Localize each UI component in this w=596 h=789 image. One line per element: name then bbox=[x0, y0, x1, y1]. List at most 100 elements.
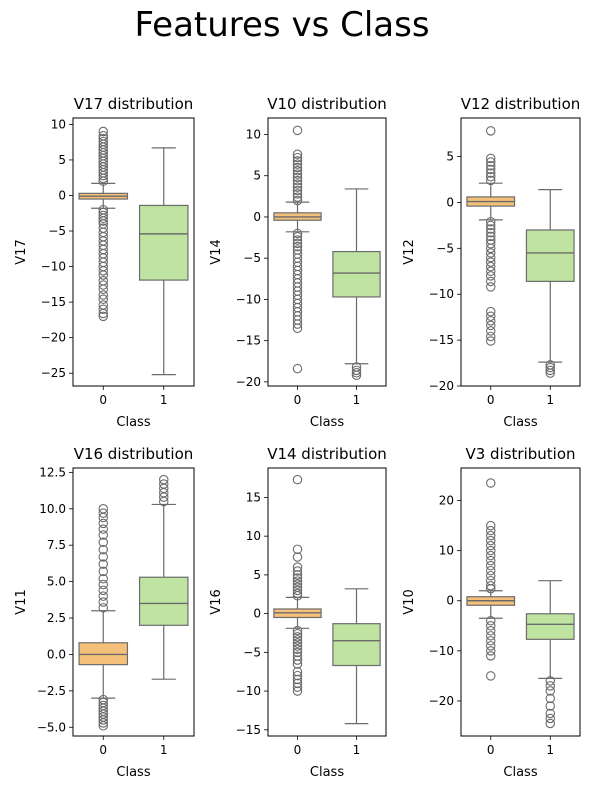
outlier-point bbox=[98, 524, 109, 534]
outlier-point bbox=[292, 686, 303, 696]
y-tick-label: 0.0 bbox=[47, 647, 66, 661]
outlier-point bbox=[292, 682, 303, 692]
outlier-point bbox=[98, 552, 109, 562]
outlier-point bbox=[98, 176, 109, 187]
outlier-point bbox=[485, 220, 496, 231]
outlier-point bbox=[98, 266, 109, 276]
outlier-point bbox=[98, 173, 109, 184]
y-tick-label: 12.5 bbox=[39, 465, 66, 479]
outlier-point bbox=[292, 363, 303, 374]
outlier-point bbox=[485, 126, 496, 136]
outlier-point bbox=[545, 701, 555, 711]
outlier-point bbox=[351, 365, 362, 376]
outlier-point bbox=[98, 290, 109, 300]
outlier-point bbox=[485, 171, 496, 182]
x-tick-label: 0 bbox=[294, 393, 302, 407]
outlier-point bbox=[485, 525, 496, 536]
y-tick-label: 10 bbox=[439, 544, 454, 558]
outlier-point bbox=[485, 565, 496, 576]
outlier-point bbox=[292, 149, 303, 160]
y-tick-label: −20 bbox=[41, 331, 66, 345]
y-tick-label: −5 bbox=[243, 645, 261, 659]
y-tick-label: −15 bbox=[41, 295, 66, 309]
y-tick-label: 7.5 bbox=[47, 538, 66, 552]
outlier-point bbox=[485, 646, 496, 656]
outlier-point bbox=[485, 320, 496, 331]
outlier-point bbox=[98, 579, 109, 590]
outlier-point bbox=[292, 552, 303, 562]
outlier-point bbox=[485, 257, 496, 267]
outlier-point bbox=[159, 479, 169, 489]
outlier-point bbox=[292, 674, 303, 685]
outlier-point bbox=[98, 216, 109, 226]
box-class-1 bbox=[525, 613, 575, 640]
outlier-point bbox=[485, 261, 496, 272]
outlier-point bbox=[292, 182, 303, 193]
outlier-point bbox=[292, 659, 303, 669]
outlier-point bbox=[98, 597, 109, 607]
outlier-point bbox=[485, 651, 496, 661]
y-tick-label: 10.0 bbox=[39, 502, 66, 516]
outlier-point bbox=[485, 168, 496, 178]
outlier-point bbox=[292, 175, 303, 186]
y-tick-label: −15 bbox=[429, 333, 454, 347]
y-axis-label: V17 bbox=[14, 239, 29, 264]
panel-6: V3 distribution 20 10 0 −10 −20 0 1 Class V10 bbox=[402, 445, 581, 780]
outlier-point bbox=[98, 304, 109, 314]
outlier-point bbox=[292, 231, 303, 242]
outlier-point bbox=[98, 721, 109, 731]
outlier-point bbox=[292, 666, 303, 677]
outlier-point bbox=[98, 544, 109, 555]
outlier-point bbox=[292, 678, 303, 689]
outlier-point bbox=[485, 243, 496, 254]
outlier-point bbox=[485, 252, 496, 263]
outlier-point bbox=[545, 718, 555, 729]
panel-5-title: V14 distribution bbox=[267, 445, 387, 463]
outlier-point bbox=[292, 152, 303, 163]
outlier-point bbox=[485, 164, 496, 175]
y-tick-label: −10 bbox=[41, 260, 66, 274]
y-tick-label: −5.0 bbox=[37, 720, 66, 734]
outlier-point bbox=[292, 169, 303, 179]
outlier-point bbox=[485, 276, 496, 287]
y-tick-label: 0 bbox=[253, 210, 261, 224]
box-class-1 bbox=[525, 229, 575, 282]
outlier-point bbox=[98, 566, 109, 577]
outlier-point bbox=[292, 323, 303, 334]
outlier-point bbox=[485, 311, 496, 321]
outlier-point bbox=[545, 681, 555, 691]
outlier-point bbox=[98, 508, 109, 518]
y-tick-label: −20 bbox=[429, 694, 454, 708]
outlier-point bbox=[292, 576, 303, 586]
panel-4-title: V16 distribution bbox=[74, 445, 194, 463]
outlier-point bbox=[485, 266, 496, 277]
outlier-point bbox=[485, 336, 496, 346]
outlier-point bbox=[292, 228, 303, 239]
panel-1-title: V17 distribution bbox=[74, 95, 194, 113]
outlier-point bbox=[98, 170, 109, 181]
outlier-point bbox=[485, 248, 496, 258]
outlier-point bbox=[545, 708, 555, 719]
outlier-point bbox=[98, 573, 109, 584]
outlier-point bbox=[351, 368, 362, 378]
outlier-point bbox=[292, 573, 303, 583]
outlier-point bbox=[98, 126, 109, 137]
x-tick-label: 0 bbox=[487, 393, 495, 407]
x-tick-label: 0 bbox=[487, 743, 495, 757]
outlier-point bbox=[98, 537, 109, 548]
axes-frame bbox=[267, 467, 387, 737]
panel-5: V14 distribution 15 10 5 0 −5 −10 −15 0 1 Class V16 bbox=[209, 445, 387, 780]
outlier-point bbox=[98, 559, 109, 569]
outlier-point bbox=[545, 362, 555, 373]
x-axis-label: Class bbox=[310, 765, 344, 780]
outlier-point bbox=[485, 555, 496, 566]
outlier-point bbox=[292, 474, 303, 485]
panel-3-title: V12 distribution bbox=[461, 95, 581, 113]
axes-frame bbox=[460, 467, 581, 737]
y-tick-label: −10 bbox=[236, 684, 261, 698]
box-class-0 bbox=[78, 642, 129, 666]
axes-frame bbox=[460, 117, 581, 387]
outlier-point bbox=[485, 326, 496, 336]
x-tick-label: 1 bbox=[353, 743, 361, 757]
